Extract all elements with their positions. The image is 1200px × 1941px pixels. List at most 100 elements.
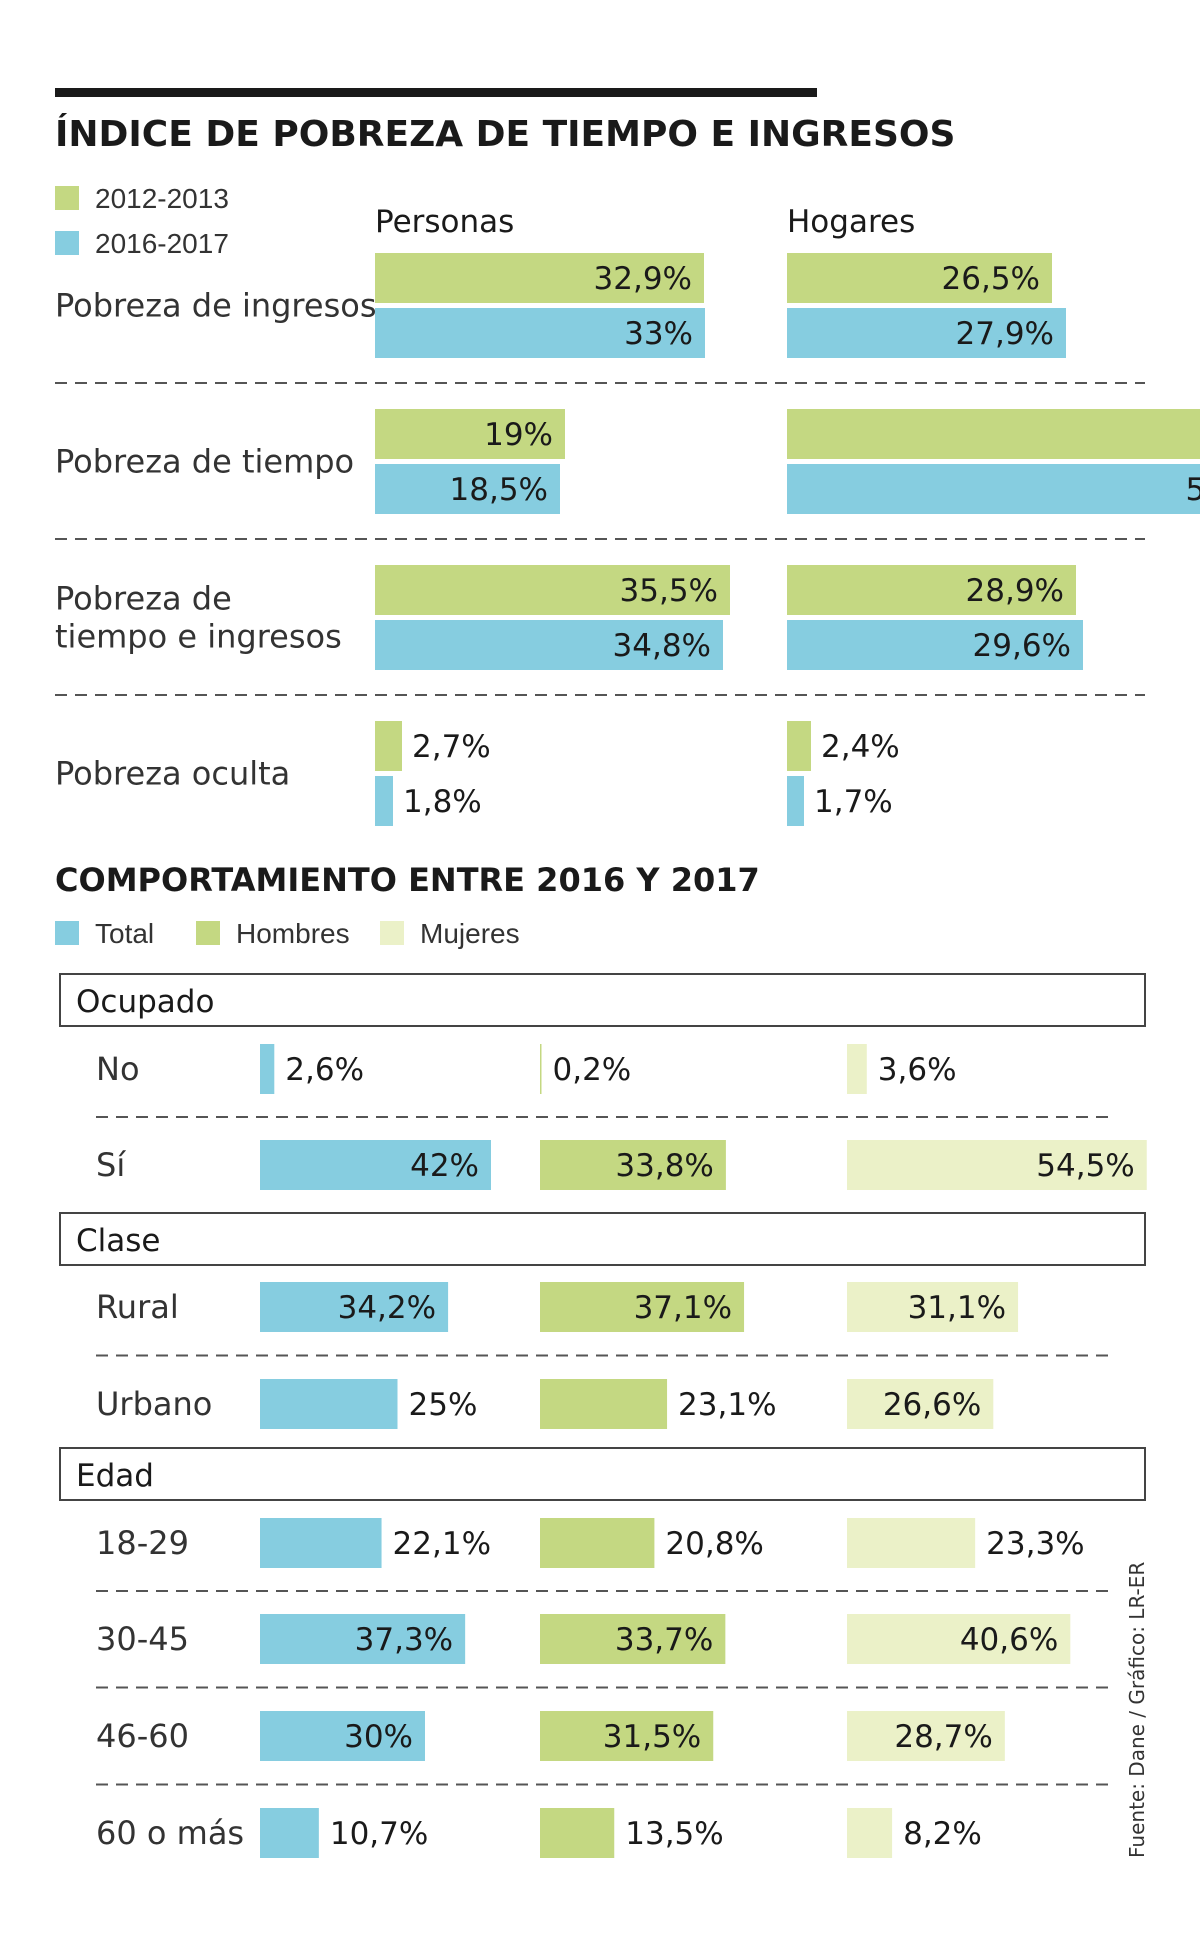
bar-total-30-45 [260, 1614, 466, 1664]
group-box-ocupado [59, 973, 1146, 1027]
legend-swatch-1 [55, 186, 79, 210]
row-label-18-29: 18-29 [96, 1524, 189, 1562]
bar-personas-pobreza-de-tiempo-2016-2017 [375, 464, 560, 514]
legend2-label-total: Total [95, 918, 154, 949]
bar-mujeres-sí [847, 1140, 1147, 1190]
row-label-pobreza-de-tiempo-e-ingresos-line2: tiempo e ingresos [55, 618, 342, 656]
value-hombres-no: 0,2% [553, 1052, 632, 1088]
bar-total-18-29 [260, 1518, 382, 1568]
title-rule [55, 88, 817, 97]
bar-mujeres-no [847, 1044, 867, 1094]
value-personas-pobreza-de-tiempo-2012-2013: 19% [484, 417, 553, 453]
bar-mujeres-46-60 [847, 1711, 1005, 1761]
value-hombres-urbano: 23,1% [678, 1387, 776, 1423]
bar-hogares-pobreza-de-ingresos-2012-2013 [787, 253, 1052, 303]
value-personas-pobreza-oculta-2016-2017: 1,8% [403, 784, 482, 820]
value-personas-pobreza-oculta-2012-2013: 2,7% [412, 729, 491, 765]
value-hombres-60-o-más: 13,5% [625, 1816, 723, 1852]
value-mujeres-30-45: 40,6% [960, 1622, 1058, 1658]
value-hogares-pobreza-de-tiempo-e-ingresos-2012-2013: 28,9% [966, 573, 1064, 609]
column-header-hogares: Hogares [787, 204, 915, 240]
value-personas-pobreza-de-tiempo-e-ingresos-2016-2017: 34,8% [613, 628, 711, 664]
row-label-sí: Sí [96, 1146, 126, 1184]
value-mujeres-no: 3,6% [878, 1052, 957, 1088]
chart-subtitle: COMPORTAMIENTO ENTRE 2016 Y 2017 [55, 861, 760, 899]
legend-label-2: 2016-2017 [95, 228, 229, 259]
bar-total-46-60 [260, 1711, 425, 1761]
row-label-pobreza-de-ingresos: Pobreza de ingresos [55, 287, 376, 325]
row-label-pobreza-de-tiempo: Pobreza de tiempo [55, 443, 354, 481]
legend2-label-mujeres: Mujeres [420, 918, 520, 949]
row-label-46-60: 46-60 [96, 1717, 189, 1755]
bar-personas-pobreza-oculta-2012-2013 [375, 721, 402, 771]
value-personas-pobreza-de-ingresos-2012-2013: 32,9% [594, 261, 692, 297]
row-label-pobreza-de-tiempo-e-ingresos-line1: Pobreza de [55, 580, 232, 618]
column-header-personas: Personas [375, 204, 514, 240]
value-hombres-18-29: 20,8% [665, 1526, 763, 1562]
bar-mujeres-60-o-más [847, 1808, 893, 1858]
value-total-no: 2,6% [285, 1052, 364, 1088]
source-credit: Fuente: Dane / Gráfico: LR-ER [1125, 1562, 1149, 1858]
row-label-30-45: 30-45 [96, 1620, 189, 1658]
group-box-edad [59, 1447, 1146, 1501]
value-mujeres-60-o-más: 8,2% [903, 1816, 982, 1852]
value-hombres-rural: 37,1% [634, 1290, 732, 1326]
value-total-60-o-más: 10,7% [330, 1816, 428, 1852]
row-label-no: No [96, 1050, 140, 1088]
value-mujeres-sí: 54,5% [1036, 1148, 1134, 1184]
group-label-ocupado: Ocupado [76, 984, 214, 1020]
value-hogares-pobreza-oculta-2012-2013: 2,4% [821, 729, 900, 765]
bar-personas-pobreza-de-tiempo-e-ingresos-2012-2013 [375, 565, 730, 615]
value-hombres-30-45: 33,7% [615, 1622, 713, 1658]
legend2-swatch-total [55, 921, 79, 945]
bar-hombres-46-60 [540, 1711, 714, 1761]
bar-hombres-sí [540, 1140, 726, 1190]
value-total-18-29: 22,1% [393, 1526, 491, 1562]
value-hogares-pobreza-oculta-2016-2017: 1,7% [814, 784, 893, 820]
value-total-46-60: 30% [344, 1719, 413, 1755]
group-box-clase [59, 1212, 1146, 1266]
bar-hombres-30-45 [540, 1614, 726, 1664]
value-personas-pobreza-de-tiempo-2016-2017: 18,5% [450, 472, 548, 508]
bar-mujeres-rural [847, 1282, 1019, 1332]
value-mujeres-18-29: 23,3% [986, 1526, 1084, 1562]
bar-hombres-no [540, 1044, 542, 1094]
value-hogares-pobreza-de-tiempo-2016-2017: 50,9% [1186, 472, 1200, 508]
value-mujeres-46-60: 28,7% [894, 1719, 992, 1755]
bar-hogares-pobreza-de-tiempo-2016-2017 [787, 464, 1200, 514]
bar-hombres-60-o-más [540, 1808, 615, 1858]
bar-hogares-pobreza-de-ingresos-2016-2017 [787, 308, 1066, 358]
bar-personas-pobreza-de-ingresos-2012-2013 [375, 253, 704, 303]
value-total-rural: 34,2% [338, 1290, 436, 1326]
bar-total-no [260, 1044, 275, 1094]
legend-label-1: 2012-2013 [95, 183, 229, 214]
value-total-urbano: 25% [409, 1387, 478, 1423]
legend-swatch-2 [55, 231, 79, 255]
value-total-sí: 42% [410, 1148, 479, 1184]
bar-hogares-pobreza-de-tiempo-2012-2013 [787, 409, 1200, 459]
chart-title: ÍNDICE DE POBREZA DE TIEMPO E INGRESOS [55, 113, 955, 155]
bar-hombres-18-29 [540, 1518, 655, 1568]
bar-hombres-rural [540, 1282, 745, 1332]
bar-hogares-pobreza-oculta-2016-2017 [787, 776, 804, 826]
bar-total-urbano [260, 1379, 398, 1429]
value-mujeres-urbano: 26,6% [883, 1387, 981, 1423]
bar-personas-pobreza-de-tiempo-2012-2013 [375, 409, 565, 459]
bar-hogares-pobreza-de-tiempo-e-ingresos-2012-2013 [787, 565, 1076, 615]
value-personas-pobreza-de-ingresos-2016-2017: 33% [624, 316, 693, 352]
bar-hombres-urbano [540, 1379, 668, 1429]
value-hogares-pobreza-de-ingresos-2012-2013: 26,5% [942, 261, 1040, 297]
legend2-swatch-hombres [196, 921, 220, 945]
bar-total-60-o-más [260, 1808, 319, 1858]
row-label-rural: Rural [96, 1288, 179, 1326]
row-label-pobreza-oculta: Pobreza oculta [55, 755, 290, 793]
legend2-swatch-mujeres [380, 921, 404, 945]
bar-total-sí [260, 1140, 491, 1190]
bar-mujeres-18-29 [847, 1518, 976, 1568]
value-hombres-46-60: 31,5% [603, 1719, 701, 1755]
value-hogares-pobreza-de-ingresos-2016-2017: 27,9% [956, 316, 1054, 352]
value-mujeres-rural: 31,1% [908, 1290, 1006, 1326]
value-personas-pobreza-de-tiempo-e-ingresos-2012-2013: 35,5% [620, 573, 718, 609]
